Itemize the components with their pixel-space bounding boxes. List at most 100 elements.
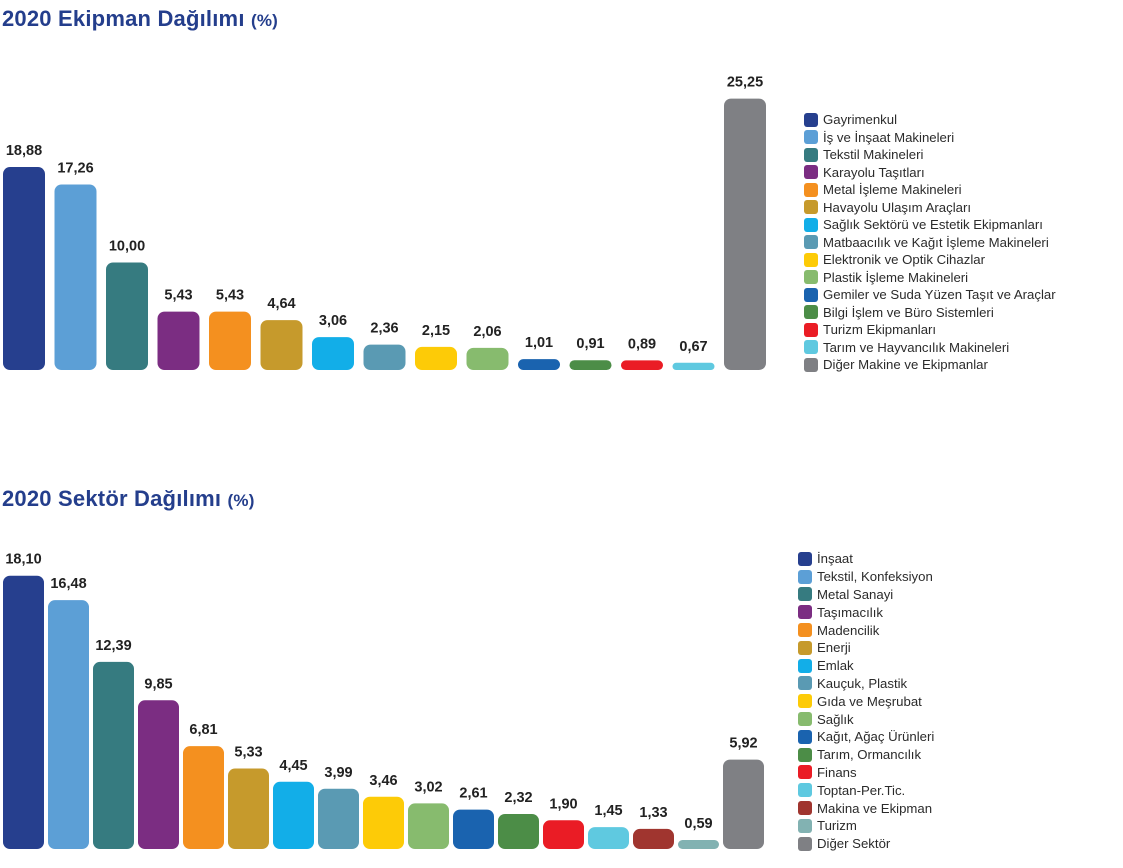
- legend-swatch: [798, 747, 812, 762]
- legend-swatch: [798, 818, 812, 833]
- legend-label: Bilgi İşlem ve Büro Sistemleri: [823, 304, 994, 320]
- bar-karayolu-taşıtları: [157, 311, 200, 370]
- value-label-emlak: 4,45: [279, 758, 307, 774]
- bar-toptan-per-tic: [588, 827, 629, 849]
- chart-title-sector-text: 2020 Sektör Dağılımı: [2, 486, 222, 511]
- legend-item-plastik-i-şleme-makineleri: Plastik İşleme Makineleri: [804, 269, 1056, 287]
- value-label-matbaacılık-ve-kağıt-i-şleme-makineleri: 2,36: [370, 321, 398, 337]
- legend-label: İnşaat: [817, 551, 853, 567]
- equipment-legend: Gayrimenkul İş ve İnşaat Makineleri Teksti…: [804, 111, 1056, 374]
- legend-item-diğer-sektör: Diğer Sektör: [798, 835, 934, 853]
- value-label-havayolu-ulaşım-araçları: 4,64: [267, 296, 295, 312]
- value-label-bilgi-i-şlem-ve-büro-sistemleri: 0,91: [576, 336, 604, 352]
- bar-makina-ve-ekipman: [633, 828, 674, 849]
- legend-label: Havayolu Ulaşım Araçları: [823, 199, 972, 215]
- legend-item-gıda-ve-meşrubat: Gıda ve Meşrubat: [798, 692, 934, 710]
- legend-swatch: [798, 569, 812, 584]
- legend-item-madencilik: Madencilik: [798, 621, 934, 639]
- legend-item-turizm-ekipmanları: Turizm Ekipmanları: [804, 321, 1056, 339]
- value-label-diğer-sektör: 5,92: [729, 736, 757, 752]
- legend-item-metal-i-şleme-makineleri: Metal İşleme Makineleri: [804, 181, 1056, 199]
- legend-swatch: [804, 200, 818, 215]
- value-label-kauçuk-plastik: 3,99: [324, 765, 352, 781]
- legend-swatch: [798, 676, 812, 691]
- bar-i-nşaat: [3, 575, 44, 849]
- value-label-sağlık: 3,02: [414, 779, 442, 795]
- value-label-taşımacılık: 9,85: [144, 676, 172, 692]
- legend-label: Enerji: [817, 640, 851, 656]
- chart-title-equipment: 2020 Ekipman Dağılımı (%): [2, 6, 278, 32]
- legend-item-elektronik-ve-optik-cihazlar: Elektronik ve Optik Cihazlar: [804, 251, 1056, 269]
- value-label-kağıt-ağaç-ürünleri: 2,61: [459, 786, 487, 802]
- legend-item-emlak: Emlak: [798, 657, 934, 675]
- legend-label: Gayrimenkul: [823, 112, 898, 128]
- bar-enerji: [228, 768, 269, 849]
- legend-label: Gıda ve Meşrubat: [817, 693, 922, 709]
- legend-label: Makina ve Ekipman: [817, 800, 933, 816]
- value-label-tarım-ormancılık: 2,32: [504, 790, 532, 806]
- legend-item-tarım-ve-hayvancılık-makineleri: Tarım ve Hayvancılık Makineleri: [804, 339, 1056, 357]
- legend-label: Elektronik ve Optik Cihazlar: [823, 252, 985, 268]
- legend-label: Matbaacılık ve Kağıt İşleme Makineleri: [823, 234, 1049, 250]
- legend-item-tarım-ormancılık: Tarım, Ormancılık: [798, 746, 934, 764]
- bar-gemiler-ve-suda-yüzen-taşıt-ve-araçlar: [518, 359, 560, 370]
- legend-item-metal-sanayi: Metal Sanayi: [798, 586, 934, 604]
- legend-swatch: [804, 305, 818, 320]
- legend-label: Karayolu Taşıtları: [823, 164, 925, 180]
- legend-item-sağlık-sektörü-ve-estetik-ekipmanları: Sağlık Sektörü ve Estetik Ekipmanları: [804, 216, 1056, 234]
- legend-label: Plastik İşleme Makineleri: [823, 269, 969, 285]
- legend-label: Turizm: [817, 818, 857, 834]
- value-label-gayrimenkul: 18,88: [6, 143, 42, 159]
- bar-havayolu-ulaşım-araçları: [260, 320, 303, 370]
- legend-item-tekstil-makineleri: Tekstil Makineleri: [804, 146, 1056, 164]
- bar-metal-sanayi: [93, 661, 134, 849]
- bar-turizm: [678, 840, 719, 849]
- legend-swatch: [804, 270, 818, 285]
- legend-swatch: [798, 587, 812, 602]
- bar-tarım-ormancılık: [498, 813, 539, 849]
- legend-label: Emlak: [817, 658, 854, 674]
- legend-item-finans: Finans: [798, 764, 934, 782]
- sector-legend: İnşaat Tekstil, Konfeksiyon Metal Sanayi Ta…: [798, 550, 934, 853]
- legend-swatch: [798, 694, 812, 709]
- bar-madencilik: [183, 746, 224, 849]
- value-label-sağlık-sektörü-ve-estetik-ekipmanları: 3,06: [319, 313, 347, 329]
- legend-item-kauçuk-plastik: Kauçuk, Plastik: [798, 675, 934, 693]
- bar-kauçuk-plastik: [318, 788, 359, 849]
- legend-label: Toptan-Per.Tic.: [817, 782, 906, 798]
- value-label-tekstil-konfeksiyon: 16,48: [50, 576, 86, 592]
- legend-item-karayolu-taşıtları: Karayolu Taşıtları: [804, 164, 1056, 182]
- value-label-plastik-i-şleme-makineleri: 2,06: [473, 324, 501, 340]
- value-label-turizm: 0,59: [684, 816, 712, 832]
- legend-item-i-nşaat: İnşaat: [798, 550, 934, 568]
- legend-swatch: [798, 623, 812, 638]
- legend-item-kağıt-ağaç-ürünleri: Kağıt, Ağaç Ürünleri: [798, 728, 934, 746]
- legend-item-matbaacılık-ve-kağıt-i-şleme-makineleri: Matbaacılık ve Kağıt İşleme Makineleri: [804, 234, 1056, 252]
- legend-label: Diğer Makine ve Ekipmanlar: [823, 357, 988, 373]
- legend-label: Tarım ve Hayvancılık Makineleri: [823, 339, 1010, 355]
- value-label-turizm-ekipmanları: 0,89: [628, 336, 656, 352]
- legend-item-bilgi-i-şlem-ve-büro-sistemleri: Bilgi İşlem ve Büro Sistemleri: [804, 304, 1056, 322]
- bar-diğer-makine-ve-ekipmanlar: [724, 98, 766, 370]
- bar-tarım-ve-hayvancılık-makineleri: [672, 362, 715, 370]
- legend-swatch: [804, 252, 818, 267]
- legend-item-i-ş-ve-i-nşaat-makineleri: İş ve İnşaat Makineleri: [804, 129, 1056, 147]
- bar-gıda-ve-meşrubat: [363, 796, 404, 849]
- bar-tekstil-konfeksiyon: [48, 600, 89, 849]
- legend-label: Tarım, Ormancılık: [817, 747, 922, 763]
- legend-label: Taşımacılık: [817, 604, 883, 620]
- bar-elektronik-ve-optik-cihazlar: [415, 346, 457, 370]
- legend-swatch: [804, 235, 818, 250]
- bar-plastik-i-şleme-makineleri: [466, 347, 509, 370]
- legend-swatch: [798, 640, 812, 655]
- value-label-karayolu-taşıtları: 5,43: [164, 288, 192, 304]
- legend-swatch: [798, 783, 812, 798]
- value-label-enerji: 5,33: [234, 745, 262, 761]
- legend-label: Sağlık Sektörü ve Estetik Ekipmanları: [823, 217, 1043, 233]
- legend-swatch: [798, 605, 812, 620]
- value-label-tarım-ve-hayvancılık-makineleri: 0,67: [679, 339, 707, 355]
- bar-emlak: [273, 781, 314, 849]
- legend-label: Sağlık: [817, 711, 854, 727]
- bar-sağlık-sektörü-ve-estetik-ekipmanları: [312, 337, 354, 370]
- chart-title-sector-unit: (%): [227, 491, 255, 510]
